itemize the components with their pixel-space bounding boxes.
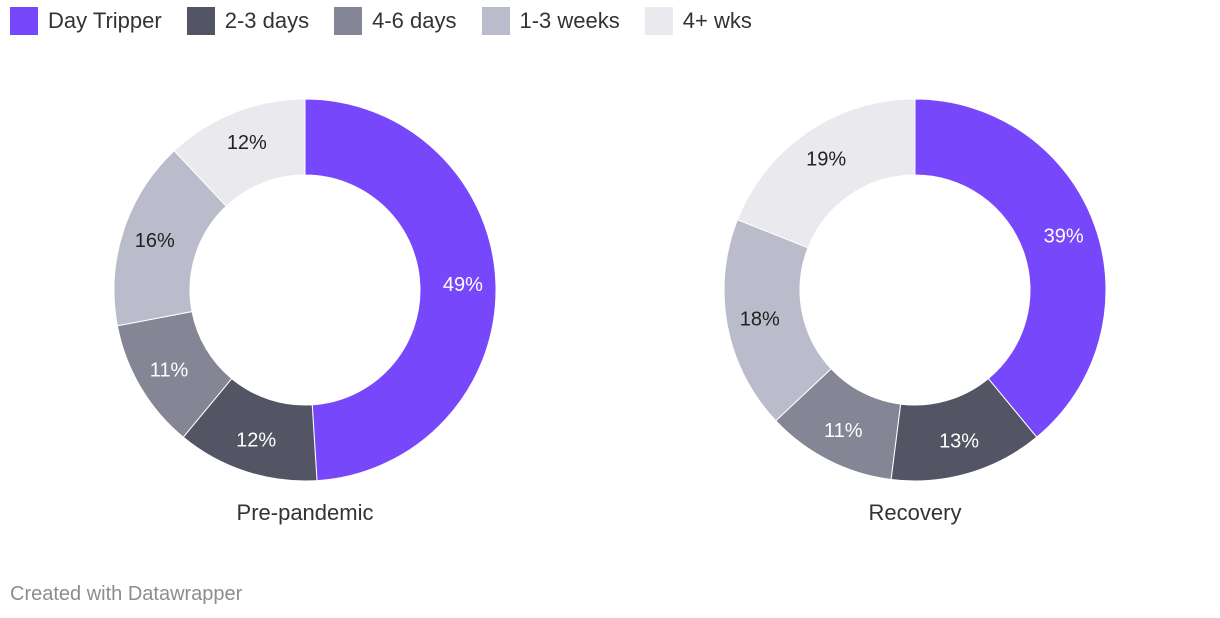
legend-item-1-3-weeks: 1-3 weeks <box>481 7 620 35</box>
legend-item-day-tripper: Day Tripper <box>10 7 162 35</box>
slice-label-recovery-1-3-weeks: 18% <box>740 309 780 331</box>
chart-title-recovery: Recovery <box>869 500 962 525</box>
slice-label-pre-pandemic-4plus-wks: 12% <box>227 132 267 154</box>
legend-item-2-3-days: 2-3 days <box>186 7 310 35</box>
slice-label-pre-pandemic-1-3-weeks: 16% <box>135 230 175 252</box>
slice-label-recovery-4-6-days: 11% <box>824 420 863 442</box>
legend-label-4-6-days: 4-6 days <box>372 8 457 33</box>
legend-swatch-1-3-weeks <box>481 7 510 35</box>
legend-item-4-plus-wks: 4+ wks <box>644 7 752 35</box>
legend-label-day-tripper: Day Tripper <box>48 8 162 33</box>
slice-label-recovery-4plus-wks: 19% <box>806 148 846 170</box>
legend-label-1-3-weeks: 1-3 weeks <box>519 8 620 33</box>
legend-item-4-6-days: 4-6 days <box>334 7 457 35</box>
legend-swatch-day-tripper <box>10 7 38 35</box>
chart-legend: Day Tripper 2-3 days 4-6 days 1-3 weeks … <box>10 7 777 35</box>
slice-label-pre-pandemic-day-tripper: 49% <box>443 274 483 296</box>
slice-pre-pandemic-4plus-wks <box>173 98 306 207</box>
legend-swatch-4-plus-wks <box>644 7 673 35</box>
donut-pre-pandemic: 49% 12% 11% 16% 12% Pre-pandemic <box>113 98 497 525</box>
legend-label-2-3-days: 2-3 days <box>224 8 310 33</box>
slice-label-pre-pandemic-2-3-days: 12% <box>236 429 276 451</box>
slice-label-recovery-2-3-days: 13% <box>939 431 979 453</box>
slice-label-pre-pandemic-4-6-days: 11% <box>150 359 189 381</box>
footer-credit: Created with Datawrapper <box>10 583 243 605</box>
slice-recovery-day-tripper <box>914 98 1107 438</box>
chart-title-pre-pandemic: Pre-pandemic <box>237 500 374 525</box>
donut-recovery: 39% 13% 11% 18% 19% Recovery <box>723 98 1107 525</box>
legend-swatch-4-6-days <box>334 7 363 35</box>
legend-swatch-2-3-days <box>186 7 215 35</box>
slice-pre-pandemic-day-tripper <box>304 98 497 482</box>
slice-recovery-4plus-wks <box>736 98 916 249</box>
slice-label-recovery-day-tripper: 39% <box>1044 225 1084 247</box>
legend-label-4-plus-wks: 4+ wks <box>682 8 752 33</box>
